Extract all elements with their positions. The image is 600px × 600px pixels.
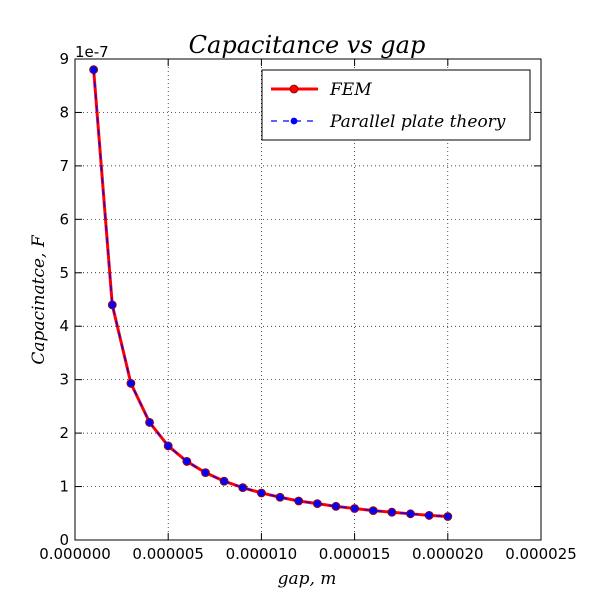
legend-box: [261, 69, 531, 141]
legend-label: Parallel plate theory: [329, 112, 506, 132]
x-tick-label: 0.000015: [319, 545, 391, 563]
data-point: [90, 66, 98, 74]
y-tick-label: 0: [59, 531, 69, 549]
x-tick-label: 0.000000: [39, 545, 111, 563]
data-point: [425, 512, 433, 519]
legend-label: FEM: [329, 80, 372, 100]
data-point: [351, 505, 359, 512]
data-point: [332, 502, 340, 510]
data-point: [127, 380, 135, 387]
chart-title: Capacitance vs gap: [189, 31, 426, 59]
x-tick-label: 0.000010: [226, 545, 298, 563]
data-point: [183, 458, 191, 465]
data-point: [388, 508, 396, 516]
data-point: [295, 497, 303, 505]
data-point: [108, 301, 116, 309]
legend-marker: [290, 117, 298, 125]
legend-item-fem: FEM: [271, 80, 372, 100]
data-point: [164, 442, 172, 450]
legend-item-parallel-plate-theory: Parallel plate theory: [271, 112, 506, 132]
data-point: [146, 419, 153, 426]
legend-marker: [289, 84, 299, 94]
data-point: [220, 477, 228, 485]
y-tick-label: 5: [59, 264, 69, 282]
y-axis-label: Capacinatce, F: [29, 234, 49, 364]
data-point: [313, 500, 321, 508]
y-tick-label: 7: [59, 157, 69, 175]
x-tick-label: 0.000025: [505, 545, 577, 563]
x-tick-label: 0.000005: [132, 545, 204, 563]
data-point: [407, 510, 414, 518]
legend: FEM Parallel plate theory: [261, 69, 531, 141]
y-tick-label: 2: [59, 424, 69, 442]
data-point: [369, 507, 377, 515]
series-parallel-plate-theory: [90, 66, 452, 520]
axis-ticks: 0.000000 0.000005 0.000010 0.000015 0.000020…: [39, 50, 577, 563]
data-point: [276, 493, 284, 501]
x-tick-label: 0.000020: [412, 545, 484, 563]
data-point: [239, 484, 247, 492]
y-tick-label: 8: [59, 103, 69, 121]
y-tick-label: 4: [59, 317, 69, 335]
data-point: [444, 513, 452, 520]
plot-area-frame: [74, 58, 542, 541]
y-offset-label: 1e-7: [75, 43, 109, 61]
data-point: [257, 489, 265, 497]
x-axis-label: gap, m: [278, 569, 337, 589]
y-tick-label: 9: [59, 50, 69, 68]
plot-series: [89, 65, 453, 521]
y-tick-label: 1: [59, 478, 69, 496]
y-tick-label: 6: [59, 210, 69, 228]
data-point: [202, 469, 209, 477]
y-tick-label: 3: [59, 371, 69, 389]
